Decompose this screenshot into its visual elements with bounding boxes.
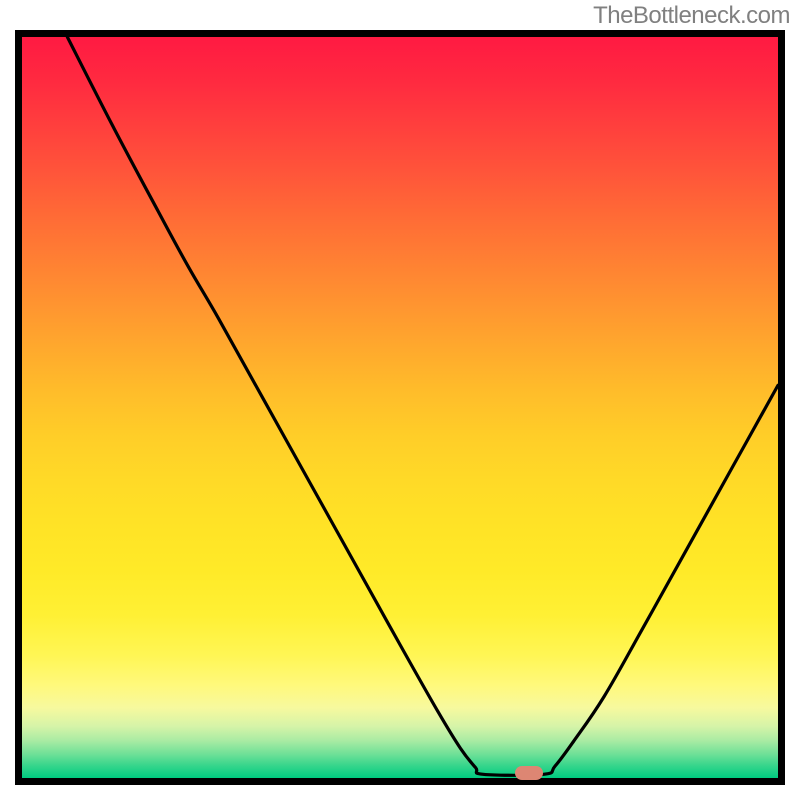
trough-marker-svg: [515, 766, 543, 780]
watermark-text: TheBottleneck.com: [593, 2, 790, 30]
gradient-background: [22, 37, 778, 778]
chart-svg: [15, 30, 785, 785]
trough-marker: [515, 766, 543, 780]
plot-area: [15, 30, 785, 785]
chart-container: TheBottleneck.com: [0, 0, 800, 800]
